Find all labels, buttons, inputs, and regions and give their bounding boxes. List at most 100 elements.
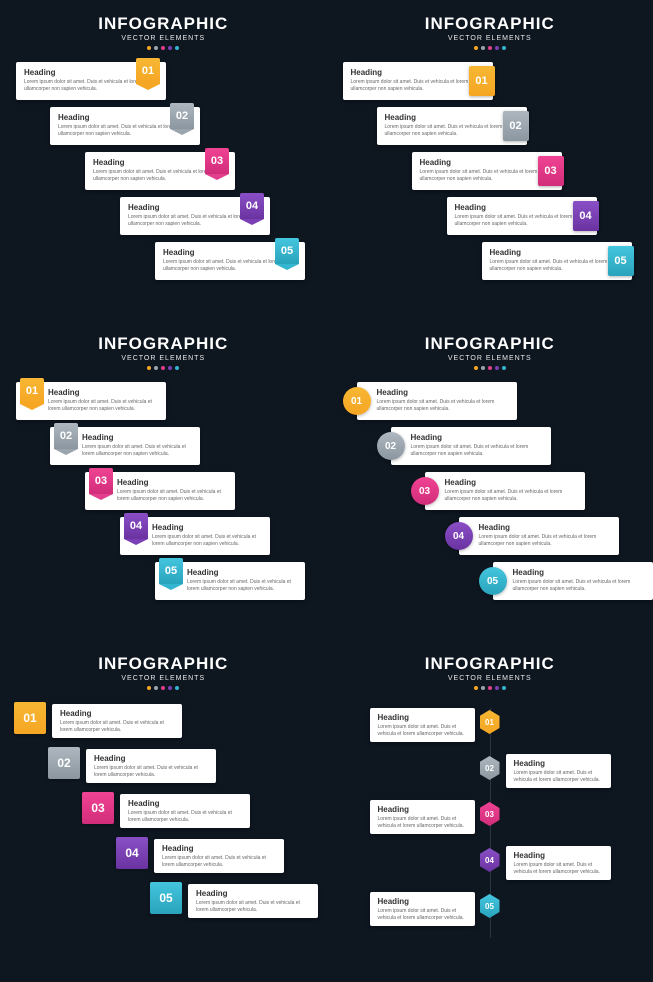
header: INFOGRAPHIC VECTOR ELEMENTS [0, 654, 327, 690]
card-body: Lorem ipsum dolor sit amet. Duis et vehi… [455, 214, 589, 227]
number-badge: 04 [240, 193, 264, 219]
header: INFOGRAPHIC VECTOR ELEMENTS [327, 14, 653, 50]
card-heading: Heading [455, 203, 589, 212]
card-heading: Heading [128, 799, 242, 808]
number-badge: 04 [573, 201, 599, 231]
card-heading: Heading [162, 844, 276, 853]
info-card: Heading Lorem ipsum dolor sit amet. Duis … [391, 427, 551, 465]
card-heading: Heading [48, 388, 158, 397]
number-badge: 01 [469, 66, 495, 96]
card-body: Lorem ipsum dolor sit amet. Duis et vehi… [445, 489, 577, 502]
subtitle: VECTOR ELEMENTS [0, 355, 327, 362]
title: INFOGRAPHIC [327, 334, 653, 354]
card-heading: Heading [411, 433, 543, 442]
panel-f: INFOGRAPHIC VECTOR ELEMENTS 01HeadingLor… [327, 640, 653, 980]
card-body: Lorem ipsum dolor sit amet. Duis et vehi… [117, 489, 227, 502]
card-heading: Heading [479, 523, 611, 532]
card-heading: Heading [420, 158, 554, 167]
info-card: Heading Lorem ipsum dolor sit amet. Duis … [447, 197, 597, 235]
dots [0, 46, 327, 50]
info-card: Heading Lorem ipsum dolor sit amet. Duis … [357, 382, 517, 420]
card-heading: Heading [378, 805, 467, 814]
info-card: Heading Lorem ipsum dolor sit amet. Duis … [370, 708, 475, 742]
info-card: Heading Lorem ipsum dolor sit amet. Duis … [85, 472, 235, 510]
card-heading: Heading [117, 478, 227, 487]
subtitle: VECTOR ELEMENTS [0, 35, 327, 42]
dots [327, 366, 653, 370]
number-badge: 01 [20, 378, 44, 404]
hex-badge: 01 [480, 710, 500, 734]
number-badge: 02 [503, 111, 529, 141]
card-heading: Heading [378, 897, 467, 906]
card-body: Lorem ipsum dolor sit amet. Duis et vehi… [94, 765, 208, 778]
panel-c: INFOGRAPHIC VECTOR ELEMENTS Heading Lorem… [0, 320, 327, 640]
panel-a: INFOGRAPHIC VECTOR ELEMENTS HeadingLorem… [0, 0, 327, 320]
info-card: HeadingLorem ipsum dolor sit amet. Duis … [425, 472, 585, 510]
info-card: HeadingLorem ipsum dolor sit amet. Duis … [52, 704, 182, 738]
info-card: HeadingLorem ipsum dolor sit amet. Duis … [120, 794, 250, 828]
card-body: Lorem ipsum dolor sit amet. Duis et vehi… [48, 399, 158, 412]
info-card: HeadingLorem ipsum dolor sit amet. Duis … [493, 562, 653, 600]
card-body: Lorem ipsum dolor sit amet. Duis et vehi… [378, 724, 467, 737]
title: INFOGRAPHIC [0, 14, 327, 34]
card-heading: Heading [187, 568, 297, 577]
info-card: Heading Lorem ipsum dolor sit amet. Duis … [50, 427, 200, 465]
info-card: HeadingLorem ipsum dolor sit amet. Duis … [370, 800, 475, 834]
card-heading: Heading [513, 568, 645, 577]
title: INFOGRAPHIC [0, 334, 327, 354]
card-body: Lorem ipsum dolor sit amet. Duis et vehi… [377, 399, 509, 412]
card-body: Lorem ipsum dolor sit amet. Duis et vehi… [490, 259, 624, 272]
card-heading: Heading [490, 248, 624, 257]
number-badge: 01 [136, 58, 160, 84]
info-card: HeadingLorem ipsum dolor sit amet. Duis … [16, 62, 166, 100]
card-body: Lorem ipsum dolor sit amet. Duis et vehi… [420, 169, 554, 182]
info-card: Heading Lorem ipsum dolor sit amet. Duis … [412, 152, 562, 190]
stage-f: 01 Heading Lorem ipsum dolor sit amet. Dui… [327, 702, 653, 982]
number-badge: 02 [54, 423, 78, 449]
card-body: Lorem ipsum dolor sit amet. Duis et vehi… [82, 444, 192, 457]
info-card: HeadingLorem ipsum dolor sit amet. Duis … [188, 884, 318, 918]
number-badge: 03 [205, 148, 229, 174]
number-badge: 05 [275, 238, 299, 264]
number-badge: 03 [82, 792, 114, 824]
dots [0, 366, 327, 370]
number-badge: 02 [48, 747, 80, 779]
title: INFOGRAPHIC [327, 14, 653, 34]
card-body: Lorem ipsum dolor sit amet. Duis et vehi… [162, 855, 276, 868]
header: INFOGRAPHIC VECTOR ELEMENTS [0, 14, 327, 50]
panel-b: INFOGRAPHIC VECTOR ELEMENTS Heading Lorem… [327, 0, 653, 320]
info-card: Heading Lorem ipsum dolor sit amet. Duis … [482, 242, 632, 280]
dots [0, 686, 327, 690]
stage-b: Heading Lorem ipsum dolor sit amet. Duis … [327, 62, 653, 302]
number-badge: 05 [159, 558, 183, 584]
card-heading: Heading [94, 754, 208, 763]
info-card: HeadingLorem ipsum dolor sit amet. Duis … [377, 107, 527, 145]
header: INFOGRAPHIC VECTOR ELEMENTS [327, 334, 653, 370]
card-body: Lorem ipsum dolor sit amet. Duis et vehi… [378, 908, 467, 921]
dots [327, 686, 653, 690]
card-body: Lorem ipsum dolor sit amet. Duis et vehi… [411, 444, 543, 457]
card-heading: Heading [82, 433, 192, 442]
info-card: Heading Lorem ipsum dolor sit amet. Duis … [370, 892, 475, 926]
number-badge: 05 [479, 567, 507, 595]
info-card: HeadingLorem ipsum dolor sit amet. Duis … [459, 517, 619, 555]
title: INFOGRAPHIC [327, 654, 653, 674]
number-badge: 01 [14, 702, 46, 734]
info-card: Heading Lorem ipsum dolor sit amet. Duis … [16, 382, 166, 420]
card-heading: Heading [60, 709, 174, 718]
card-body: Lorem ipsum dolor sit amet. Duis et vehi… [351, 79, 485, 92]
stage-c: Heading Lorem ipsum dolor sit amet. Duis … [0, 382, 327, 622]
number-badge: 05 [150, 882, 182, 914]
card-body: Lorem ipsum dolor sit amet. Duis et vehi… [152, 534, 262, 547]
info-card: HeadingLorem ipsum dolor sit amet. Duis … [506, 754, 611, 788]
number-badge: 03 [411, 477, 439, 505]
subtitle: VECTOR ELEMENTS [0, 675, 327, 682]
card-heading: Heading [378, 713, 467, 722]
card-body: Lorem ipsum dolor sit amet. Duis et vehi… [514, 770, 603, 783]
info-card: Heading Lorem ipsum dolor sit amet. Duis … [86, 749, 216, 783]
card-heading: Heading [377, 388, 509, 397]
hex-badge: 02 [480, 756, 500, 780]
info-card: HeadingLorem ipsum dolor sit amet. Duis … [155, 242, 305, 280]
number-badge: 04 [445, 522, 473, 550]
layout-grid: INFOGRAPHIC VECTOR ELEMENTS Heading Lorem… [0, 0, 653, 980]
